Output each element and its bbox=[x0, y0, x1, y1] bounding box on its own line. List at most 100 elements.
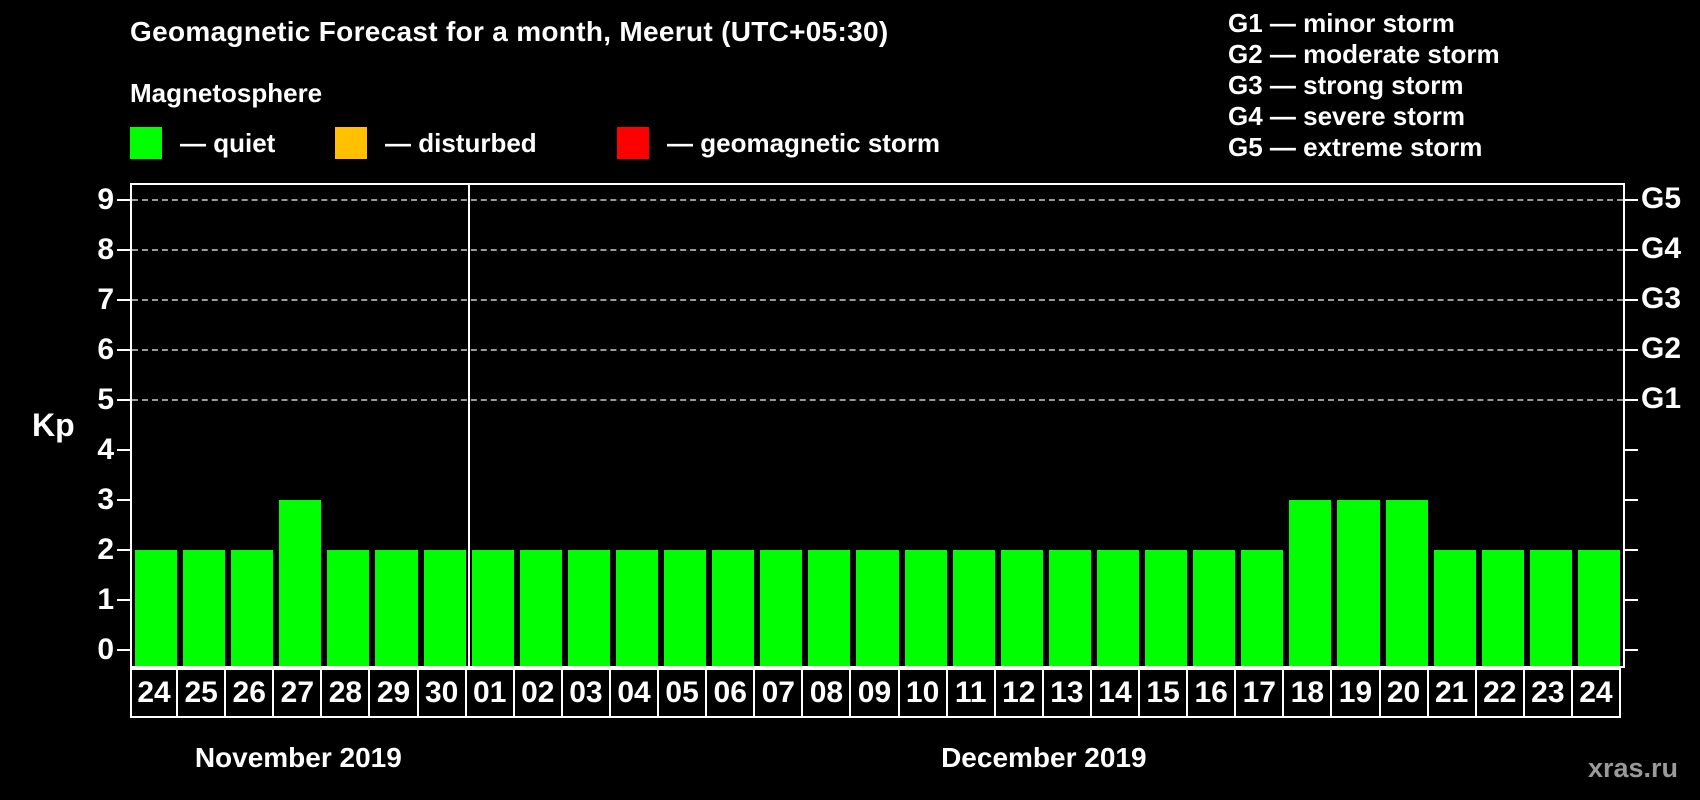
bar bbox=[327, 550, 370, 666]
y-axis-tick-right bbox=[1625, 349, 1638, 351]
day-cell: 23 bbox=[1522, 668, 1573, 718]
y-axis-tick-left bbox=[117, 449, 130, 451]
bar bbox=[712, 550, 755, 666]
storm-scale-line: G4 — severe storm bbox=[1228, 101, 1466, 131]
grid-line bbox=[132, 249, 1623, 251]
x-axis-day-labels: 24 25 26 27 28 29 30 01 02 03 04 05 06 07 08 09 10 11 12 13… bbox=[130, 668, 1625, 718]
g-axis-label: G2 bbox=[1641, 332, 1682, 365]
bar bbox=[423, 550, 466, 666]
day-cell: 22 bbox=[1474, 668, 1525, 718]
day-cell: 12 bbox=[993, 668, 1044, 718]
bar bbox=[135, 550, 178, 666]
storm-scale-line: G1 — minor storm bbox=[1228, 8, 1455, 38]
y-axis-tick-left bbox=[117, 349, 130, 351]
y-axis-tick-left bbox=[117, 299, 130, 301]
magnetosphere-legend-heading: Magnetosphere bbox=[130, 78, 323, 108]
y-tick-label: 1 bbox=[97, 583, 114, 616]
day-cell: 01 bbox=[464, 668, 515, 718]
bar bbox=[1048, 550, 1091, 666]
y-tick-label: 5 bbox=[97, 383, 114, 416]
month-separator bbox=[467, 185, 470, 666]
day-cell: 09 bbox=[849, 668, 900, 718]
day-cell: 24 bbox=[130, 668, 179, 718]
bar bbox=[1241, 550, 1284, 666]
day-cell: 08 bbox=[801, 668, 852, 718]
y-axis-tick-left bbox=[117, 499, 130, 501]
bar bbox=[279, 500, 322, 666]
bar bbox=[1529, 550, 1572, 666]
day-cell: 02 bbox=[512, 668, 563, 718]
y-axis-tick-right bbox=[1625, 599, 1638, 601]
bar bbox=[1481, 550, 1524, 666]
y-axis-tick-left bbox=[117, 399, 130, 401]
bar bbox=[808, 550, 851, 666]
bar bbox=[1096, 550, 1140, 666]
legend-item-label: — geomagnetic storm bbox=[667, 127, 941, 158]
bar bbox=[519, 550, 562, 666]
y-axis-tick-right bbox=[1625, 649, 1638, 651]
bar bbox=[952, 550, 995, 666]
day-cell: 15 bbox=[1138, 668, 1189, 718]
bar bbox=[567, 550, 610, 666]
day-cell: 21 bbox=[1426, 668, 1477, 718]
y-axis-tick-left bbox=[117, 249, 130, 251]
bar bbox=[1433, 550, 1476, 666]
day-cell: 26 bbox=[224, 668, 275, 718]
day-cell: 16 bbox=[1186, 668, 1237, 718]
day-cell: 13 bbox=[1041, 668, 1092, 718]
storm-scale-line: G3 — strong storm bbox=[1228, 70, 1464, 100]
day-cell: 04 bbox=[608, 668, 660, 718]
bar bbox=[1145, 550, 1188, 666]
legend-color-swatch bbox=[617, 127, 649, 159]
day-cell: 10 bbox=[897, 668, 948, 718]
g-axis-label: G3 bbox=[1641, 282, 1682, 315]
bar bbox=[1193, 550, 1236, 666]
day-cell: 24 bbox=[1570, 668, 1621, 718]
y-tick-label: 8 bbox=[97, 233, 114, 266]
legend-color-swatch bbox=[335, 127, 367, 159]
day-cell: 27 bbox=[272, 668, 323, 718]
bar bbox=[904, 550, 947, 666]
bar bbox=[856, 550, 899, 666]
storm-scale-line: G2 — moderate storm bbox=[1228, 39, 1500, 69]
y-axis-tick-left bbox=[117, 549, 130, 551]
day-cell: 25 bbox=[176, 668, 227, 718]
y-tick-label: 3 bbox=[97, 483, 114, 516]
y-axis-title: Kp bbox=[32, 407, 75, 443]
y-axis-tick-right bbox=[1625, 449, 1638, 451]
y-axis-tick-left bbox=[117, 599, 130, 601]
day-cell: 28 bbox=[320, 668, 371, 718]
month-label: December 2019 bbox=[941, 742, 1147, 773]
bar bbox=[183, 550, 226, 666]
y-axis-tick-left bbox=[117, 649, 130, 651]
bar bbox=[1385, 500, 1428, 666]
y-axis-tick-right bbox=[1625, 199, 1638, 201]
day-cell: 14 bbox=[1089, 668, 1141, 718]
storm-scale-legend: G1 — minor storm G2 — moderate storm G3 — … bbox=[1228, 8, 1500, 163]
legend-item: — disturbed bbox=[335, 126, 537, 160]
y-axis-tick-right bbox=[1625, 299, 1638, 301]
legend-color-swatch bbox=[130, 127, 162, 159]
storm-scale-line: G5 — extreme storm bbox=[1228, 132, 1483, 162]
bar bbox=[615, 550, 659, 666]
month-label: November 2019 bbox=[194, 742, 402, 773]
bar bbox=[471, 550, 514, 666]
grid-line bbox=[132, 349, 1623, 351]
y-axis-tick-right bbox=[1625, 249, 1638, 251]
y-axis-tick-left bbox=[117, 199, 130, 201]
legend-item-label: — quiet bbox=[180, 127, 276, 158]
day-cell: 05 bbox=[657, 668, 708, 718]
day-cell: 20 bbox=[1378, 668, 1429, 718]
y-tick-label: 9 bbox=[97, 183, 114, 216]
y-tick-label: 6 bbox=[97, 333, 114, 366]
y-tick-label: 2 bbox=[97, 533, 114, 566]
legend-item: — geomagnetic storm bbox=[617, 126, 940, 160]
grid-line bbox=[132, 399, 1623, 401]
watermark: xras.ru bbox=[1587, 753, 1678, 783]
bar bbox=[664, 550, 707, 666]
y-tick-label: 0 bbox=[97, 633, 114, 666]
bar bbox=[760, 550, 803, 666]
bar bbox=[1000, 550, 1043, 666]
day-cell: 07 bbox=[753, 668, 804, 718]
g-axis-label: G5 bbox=[1641, 182, 1682, 215]
